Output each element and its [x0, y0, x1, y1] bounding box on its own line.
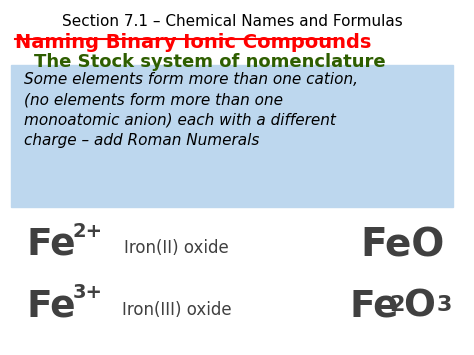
Text: Fe: Fe — [350, 289, 399, 324]
Text: 2+: 2+ — [73, 222, 103, 241]
Text: 2: 2 — [390, 295, 405, 316]
Text: Fe: Fe — [27, 289, 76, 324]
Text: Iron(III) oxide: Iron(III) oxide — [122, 301, 231, 319]
Text: Iron(II) oxide: Iron(II) oxide — [124, 239, 229, 257]
Text: 3: 3 — [437, 295, 452, 316]
Text: Fe: Fe — [27, 227, 76, 263]
Text: Naming Binary Ionic Compounds: Naming Binary Ionic Compounds — [15, 33, 372, 52]
Text: O: O — [402, 289, 435, 324]
Text: The Stock system of nomenclature: The Stock system of nomenclature — [34, 53, 385, 71]
FancyBboxPatch shape — [10, 65, 454, 207]
Text: Section 7.1 – Chemical Names and Formulas: Section 7.1 – Chemical Names and Formula… — [62, 14, 402, 29]
Text: Some elements form more than one cation,
(no elements form more than one
monoato: Some elements form more than one cation,… — [25, 72, 358, 148]
Text: FeO: FeO — [360, 227, 445, 265]
Text: 3+: 3+ — [73, 283, 103, 302]
